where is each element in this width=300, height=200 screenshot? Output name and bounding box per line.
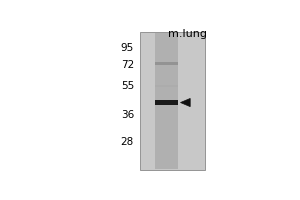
- Text: 55: 55: [121, 81, 134, 91]
- Polygon shape: [181, 98, 190, 107]
- Bar: [140, 32, 205, 170]
- Text: 28: 28: [121, 137, 134, 147]
- Text: 95: 95: [121, 43, 134, 53]
- Bar: [155, 100, 178, 105]
- Bar: [155, 33, 178, 169]
- Bar: [155, 62, 178, 65]
- Text: 72: 72: [121, 60, 134, 70]
- Text: m.lung: m.lung: [168, 29, 207, 39]
- Bar: [155, 85, 178, 87]
- Text: 36: 36: [121, 110, 134, 120]
